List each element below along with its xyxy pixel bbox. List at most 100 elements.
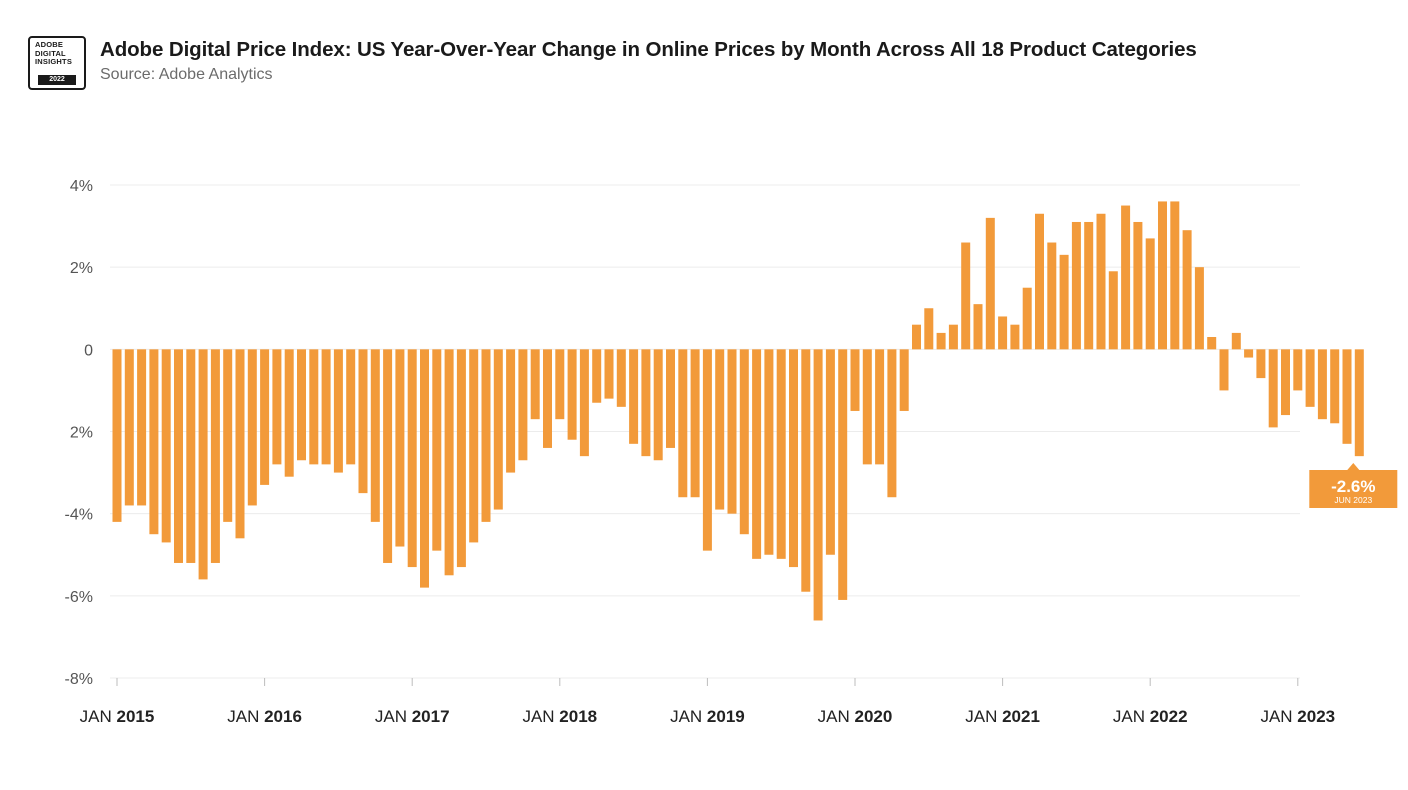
y-axis-tick-labels: 4% 2% 0 2% -4% -6% -8% xyxy=(65,178,94,688)
bar xyxy=(1219,349,1229,391)
bar xyxy=(272,349,282,465)
bar xyxy=(899,349,909,411)
logo-line-3: INSIGHTS xyxy=(35,57,73,66)
logo-line-2: DIGITAL xyxy=(35,48,66,58)
bar xyxy=(592,349,602,403)
bar xyxy=(1170,201,1180,350)
bar xyxy=(137,349,147,506)
bar xyxy=(358,349,368,494)
x-tick-label: JAN 2022 xyxy=(1113,707,1188,726)
x-tick-label: JAN 2016 xyxy=(227,707,302,726)
y-tick-label: 2% xyxy=(70,260,93,277)
y-tick-label: 2% xyxy=(70,425,93,442)
bar xyxy=(924,308,934,350)
x-tick-label: JAN 2020 xyxy=(818,707,893,726)
bar xyxy=(469,349,479,543)
bar xyxy=(235,349,245,539)
x-tick-label: JAN 2017 xyxy=(375,707,450,726)
bar xyxy=(493,349,503,510)
bar xyxy=(198,349,208,580)
bar xyxy=(444,349,454,576)
bar xyxy=(284,349,294,477)
bar xyxy=(1182,230,1192,350)
bar xyxy=(1194,267,1204,350)
bar xyxy=(604,349,614,399)
bar xyxy=(1108,271,1118,350)
callout-box xyxy=(1309,470,1398,508)
bar xyxy=(998,316,1008,350)
bars xyxy=(112,201,1364,621)
callout-value-label: -2.6% xyxy=(1331,477,1375,496)
bar xyxy=(149,349,159,535)
bar xyxy=(1317,349,1327,420)
bar xyxy=(186,349,196,563)
bar xyxy=(641,349,651,457)
bar xyxy=(616,349,626,407)
bar xyxy=(875,349,885,465)
bar xyxy=(666,349,675,448)
bar xyxy=(260,349,270,485)
bar xyxy=(629,349,639,444)
bar xyxy=(1145,238,1155,350)
x-tick-label: JAN 2015 xyxy=(80,707,155,726)
callout-pointer xyxy=(1347,463,1360,470)
bar xyxy=(1342,349,1352,444)
bar xyxy=(690,349,700,498)
callout-date-label: JUN 2023 xyxy=(1334,495,1372,505)
bar xyxy=(936,332,946,350)
bar xyxy=(1035,213,1044,350)
bar xyxy=(801,349,811,592)
bar xyxy=(420,349,429,588)
bar xyxy=(961,242,971,350)
bar xyxy=(653,349,663,461)
bar xyxy=(1305,349,1315,407)
bar xyxy=(1059,254,1069,350)
bar xyxy=(1231,332,1241,350)
logo-line-1: ADOBE xyxy=(35,40,64,49)
bar xyxy=(1256,349,1266,379)
bar xyxy=(678,349,688,498)
bar xyxy=(825,349,835,555)
chart-title: Adobe Digital Price Index: US Year-Over-… xyxy=(100,38,1197,61)
bar xyxy=(1268,349,1278,428)
bar xyxy=(174,349,183,563)
bar xyxy=(1158,201,1167,350)
bar xyxy=(1330,349,1340,424)
bar xyxy=(370,349,380,522)
logo-year: 2022 xyxy=(38,75,76,85)
bar xyxy=(862,349,872,465)
bar xyxy=(1354,349,1364,457)
y-tick-label: -4% xyxy=(65,507,93,524)
y-tick-label: 0 xyxy=(84,342,93,359)
bar xyxy=(727,349,737,514)
bar xyxy=(321,349,331,465)
bar xyxy=(555,349,565,420)
bar xyxy=(518,349,528,461)
bar xyxy=(789,349,798,568)
bar xyxy=(985,217,995,350)
y-tick-label: -8% xyxy=(65,671,93,688)
bar xyxy=(1244,349,1254,358)
bar xyxy=(124,349,134,506)
bar xyxy=(309,349,319,465)
bar xyxy=(1010,324,1020,350)
bar xyxy=(383,349,393,563)
bar xyxy=(850,349,860,411)
bar xyxy=(973,304,983,350)
bar xyxy=(702,349,712,551)
bar xyxy=(838,349,848,600)
bar xyxy=(1071,221,1081,350)
bar xyxy=(1293,349,1303,391)
bar xyxy=(1207,337,1217,350)
bar xyxy=(739,349,749,535)
bar xyxy=(506,349,516,473)
bar xyxy=(715,349,725,510)
bar xyxy=(948,324,958,350)
bar xyxy=(395,349,405,547)
bar xyxy=(1084,221,1094,350)
bar xyxy=(223,349,233,522)
x-tick-label: JAN 2021 xyxy=(965,707,1040,726)
last-value-callout: -2.6%JUN 2023 xyxy=(1309,463,1398,508)
bar xyxy=(752,349,762,559)
bar xyxy=(764,349,774,555)
